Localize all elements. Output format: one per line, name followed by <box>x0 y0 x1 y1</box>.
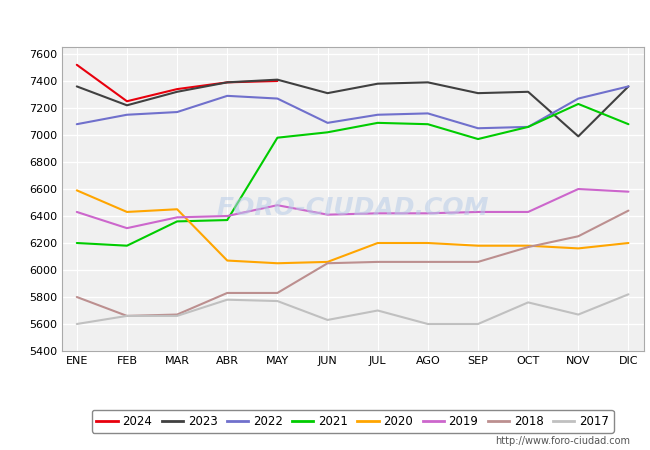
Text: FORO-CIUDAD.COM: FORO-CIUDAD.COM <box>216 196 489 220</box>
Legend: 2024, 2023, 2022, 2021, 2020, 2019, 2018, 2017: 2024, 2023, 2022, 2021, 2020, 2019, 2018… <box>92 410 614 432</box>
Text: Afiliados en Arroyo de la Encomienda a 31/5/2024: Afiliados en Arroyo de la Encomienda a 3… <box>117 14 533 33</box>
Text: http://www.foro-ciudad.com: http://www.foro-ciudad.com <box>495 436 630 446</box>
